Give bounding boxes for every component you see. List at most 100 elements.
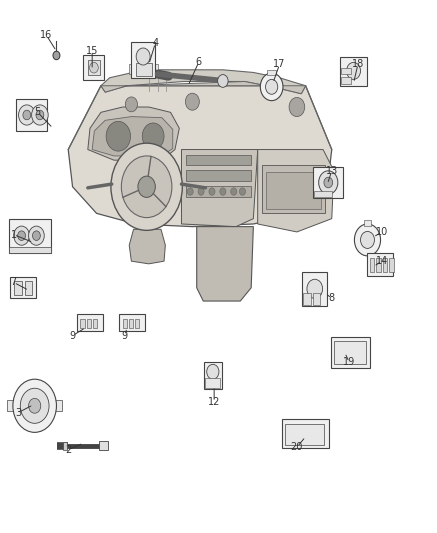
Bar bbox=[262, 165, 325, 213]
Bar bbox=[93, 319, 97, 328]
Text: 19: 19 bbox=[343, 357, 355, 367]
Bar bbox=[99, 441, 108, 450]
Polygon shape bbox=[101, 70, 305, 94]
Bar bbox=[87, 319, 91, 328]
Text: 6: 6 bbox=[196, 57, 202, 67]
Bar bbox=[313, 166, 343, 198]
Text: 9: 9 bbox=[122, 330, 128, 341]
Circle shape bbox=[13, 379, 56, 432]
Bar bbox=[83, 55, 104, 80]
Circle shape bbox=[31, 105, 48, 125]
Bar bbox=[186, 155, 251, 165]
Bar bbox=[63, 442, 67, 450]
Bar bbox=[341, 77, 351, 84]
Bar bbox=[313, 293, 319, 305]
Text: 2: 2 bbox=[65, 445, 71, 455]
Circle shape bbox=[231, 188, 237, 195]
Bar bbox=[129, 64, 133, 74]
Bar bbox=[88, 60, 100, 75]
Bar bbox=[55, 400, 62, 411]
Text: 18: 18 bbox=[352, 60, 364, 69]
Circle shape bbox=[198, 188, 204, 195]
Bar bbox=[119, 314, 146, 332]
Bar bbox=[123, 319, 127, 328]
Circle shape bbox=[220, 188, 226, 195]
Bar bbox=[136, 63, 152, 76]
Circle shape bbox=[307, 279, 323, 298]
Bar bbox=[9, 247, 51, 253]
Circle shape bbox=[187, 188, 193, 195]
Circle shape bbox=[347, 62, 361, 79]
Bar bbox=[364, 220, 371, 226]
Text: 15: 15 bbox=[86, 46, 98, 56]
Circle shape bbox=[218, 75, 228, 87]
Circle shape bbox=[106, 122, 131, 151]
Text: 8: 8 bbox=[329, 293, 335, 303]
Bar bbox=[186, 169, 251, 181]
Polygon shape bbox=[197, 227, 253, 301]
Circle shape bbox=[28, 226, 44, 245]
Circle shape bbox=[260, 73, 283, 101]
Circle shape bbox=[53, 51, 60, 60]
Circle shape bbox=[289, 98, 305, 117]
Bar bbox=[282, 419, 329, 448]
Circle shape bbox=[207, 365, 219, 379]
Bar bbox=[186, 185, 251, 197]
Polygon shape bbox=[129, 229, 165, 264]
Text: 20: 20 bbox=[291, 442, 303, 452]
Circle shape bbox=[361, 231, 375, 248]
Bar bbox=[267, 70, 276, 75]
Bar bbox=[367, 253, 393, 276]
Bar bbox=[16, 99, 47, 131]
Circle shape bbox=[142, 123, 164, 150]
Bar bbox=[154, 64, 158, 74]
Bar bbox=[370, 258, 374, 272]
Circle shape bbox=[14, 226, 29, 245]
Circle shape bbox=[18, 105, 35, 125]
Bar bbox=[205, 378, 220, 387]
Bar bbox=[266, 172, 321, 209]
Polygon shape bbox=[68, 86, 332, 227]
Bar bbox=[7, 400, 14, 411]
Circle shape bbox=[239, 188, 246, 195]
Circle shape bbox=[32, 231, 40, 240]
Circle shape bbox=[209, 188, 215, 195]
Text: 4: 4 bbox=[152, 38, 158, 48]
Text: 1: 1 bbox=[10, 230, 17, 240]
Text: 17: 17 bbox=[273, 60, 286, 69]
Text: 10: 10 bbox=[376, 227, 388, 237]
Circle shape bbox=[324, 177, 333, 188]
Circle shape bbox=[354, 224, 381, 256]
Bar bbox=[383, 258, 387, 272]
Bar bbox=[302, 272, 327, 306]
Text: 12: 12 bbox=[208, 397, 220, 407]
Bar bbox=[285, 424, 324, 445]
Bar bbox=[24, 281, 32, 295]
Circle shape bbox=[36, 110, 44, 120]
Bar bbox=[80, 319, 85, 328]
Circle shape bbox=[125, 97, 138, 112]
Circle shape bbox=[185, 93, 199, 110]
Bar bbox=[10, 277, 35, 298]
Text: 14: 14 bbox=[376, 256, 388, 266]
Text: 9: 9 bbox=[69, 330, 76, 341]
Bar bbox=[376, 258, 381, 272]
Polygon shape bbox=[92, 117, 173, 156]
Bar bbox=[303, 293, 311, 305]
Text: 5: 5 bbox=[35, 107, 41, 117]
Polygon shape bbox=[258, 150, 334, 232]
Circle shape bbox=[111, 143, 182, 230]
Circle shape bbox=[121, 156, 172, 217]
Bar bbox=[204, 362, 222, 389]
Text: 13: 13 bbox=[326, 166, 338, 176]
Bar bbox=[333, 342, 366, 364]
Bar bbox=[14, 281, 22, 295]
Circle shape bbox=[136, 48, 150, 65]
Bar bbox=[331, 337, 370, 368]
Circle shape bbox=[319, 171, 338, 194]
Bar bbox=[314, 191, 332, 197]
Circle shape bbox=[20, 388, 49, 423]
Circle shape bbox=[23, 110, 31, 120]
Circle shape bbox=[90, 62, 98, 73]
Polygon shape bbox=[101, 82, 305, 94]
